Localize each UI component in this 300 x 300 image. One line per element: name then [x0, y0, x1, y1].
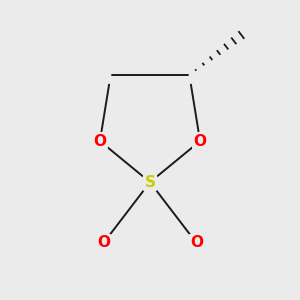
Text: O: O [93, 134, 106, 148]
Text: S: S [145, 175, 155, 190]
Text: O: O [97, 236, 110, 250]
Text: O: O [190, 236, 203, 250]
Text: O: O [194, 134, 207, 148]
